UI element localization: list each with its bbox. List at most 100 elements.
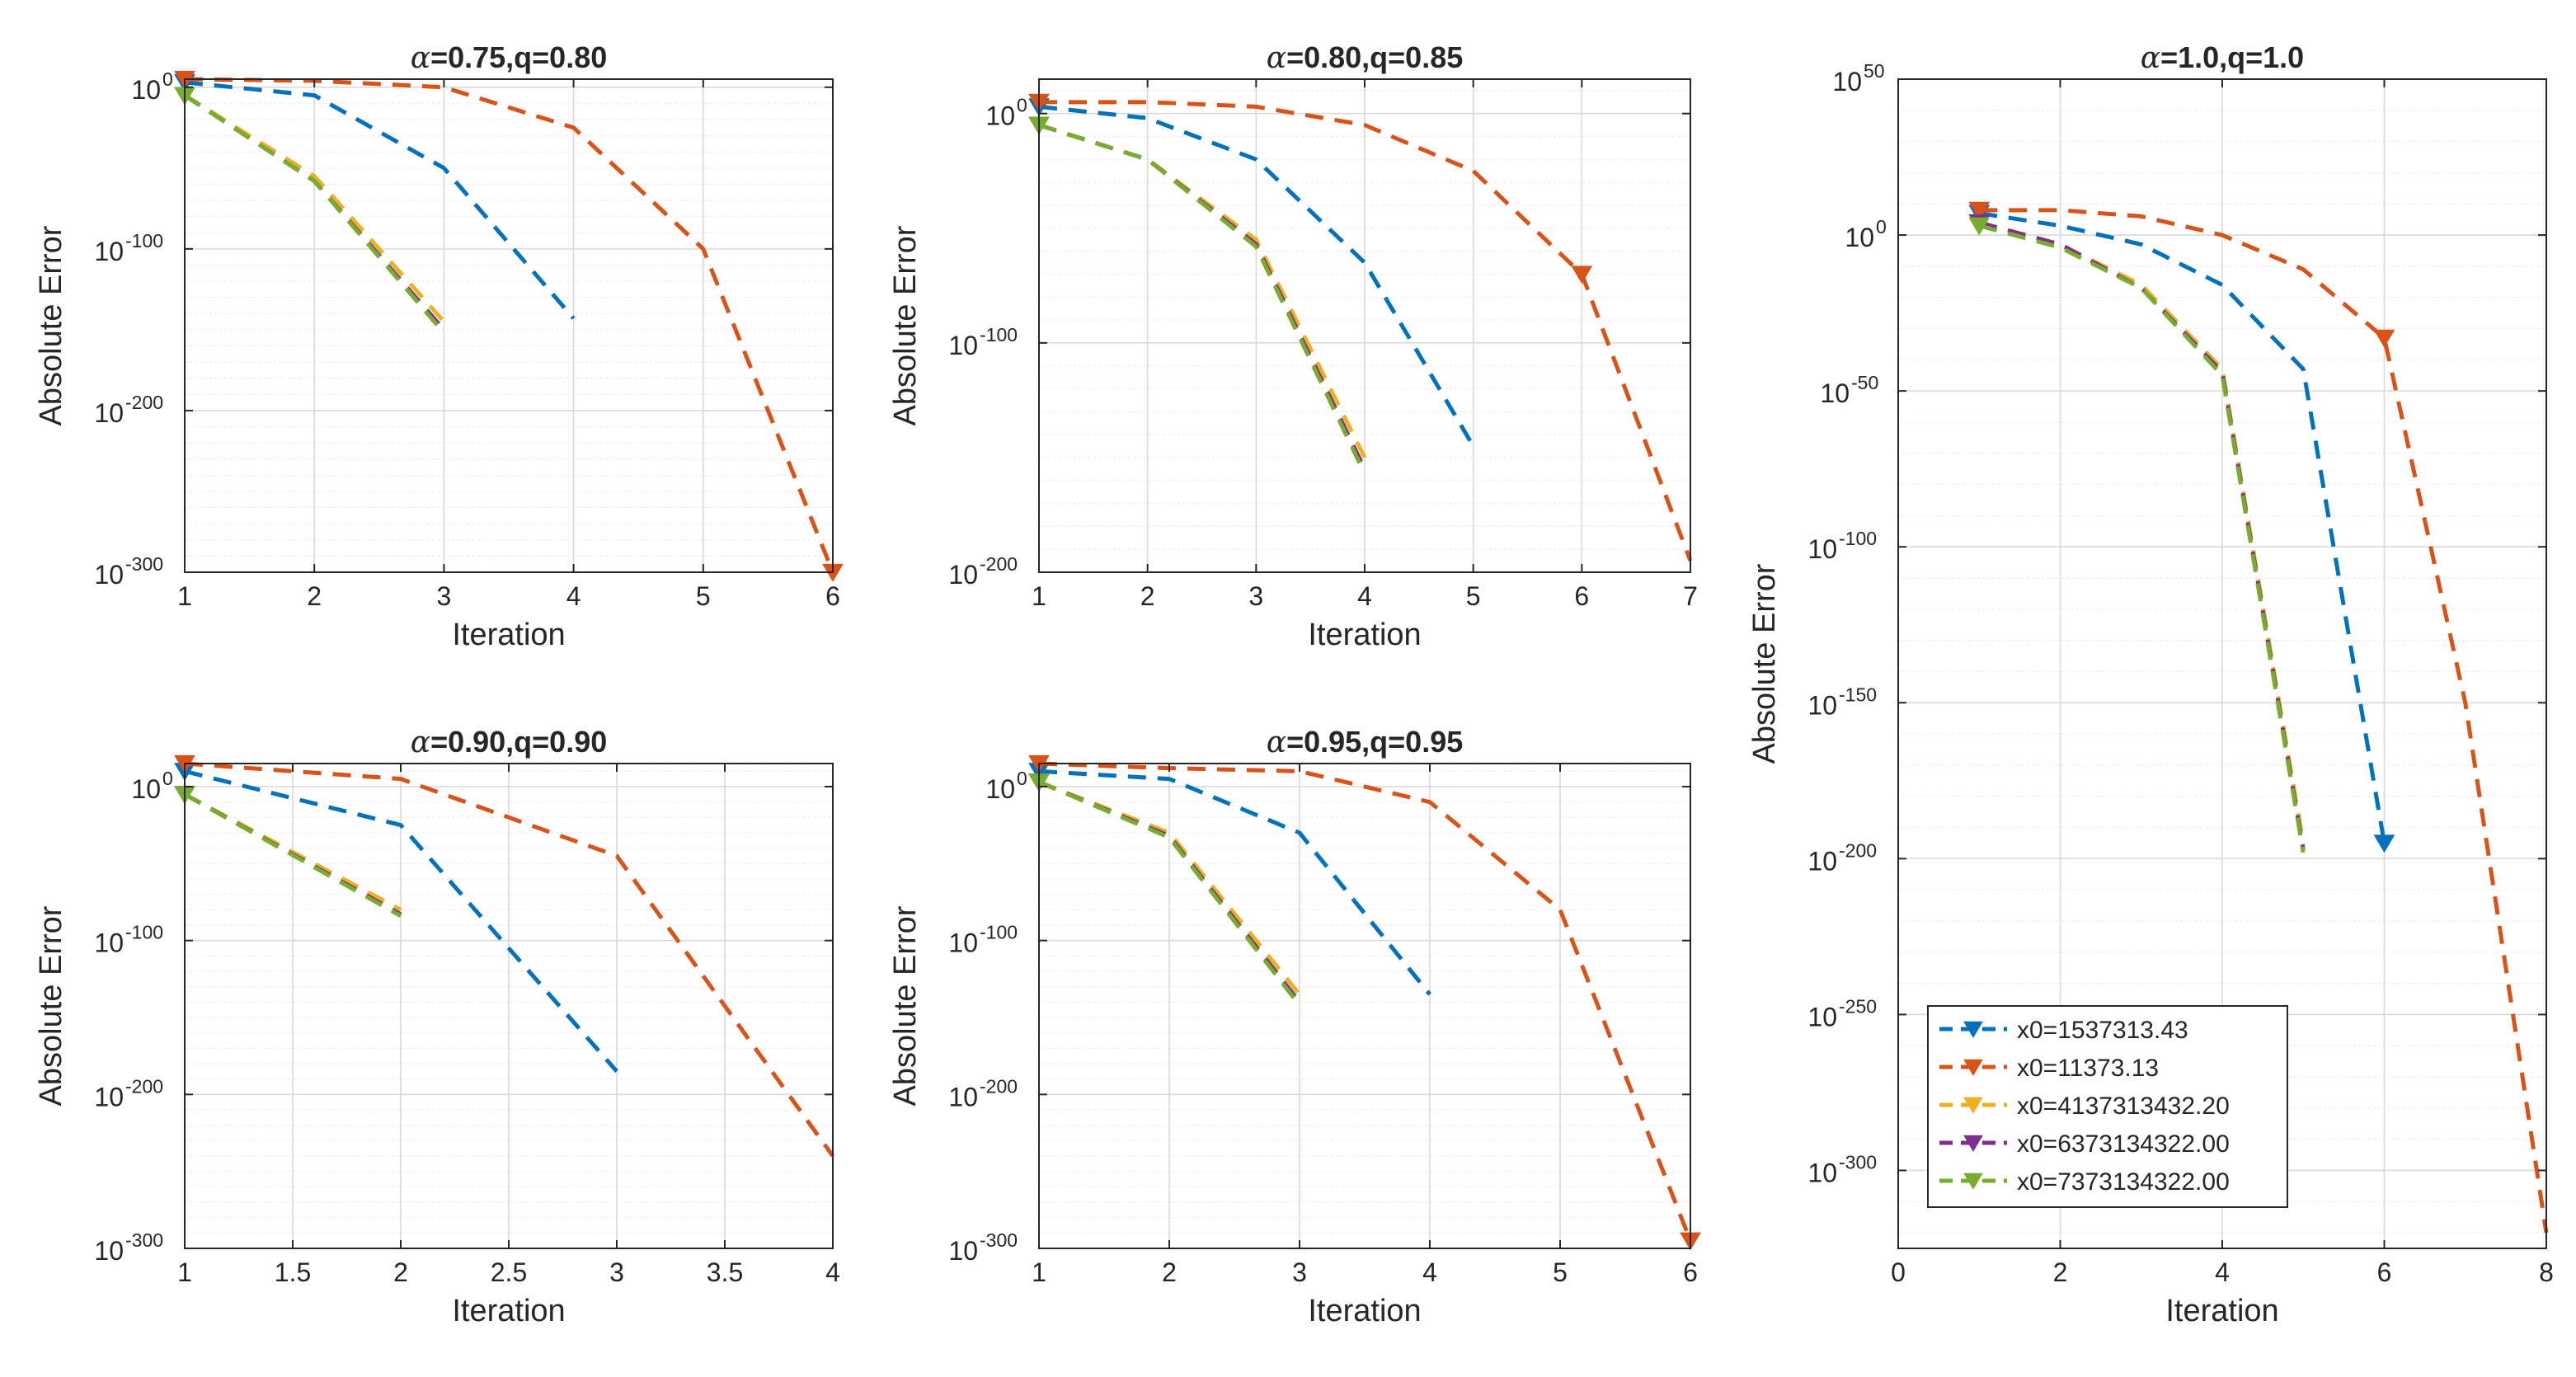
y-tick-exponent: -50 xyxy=(1851,372,1878,393)
y-tick-exponent: -300 xyxy=(125,1229,163,1251)
x-tick-label: 5 xyxy=(696,581,711,611)
y-tick-exponent: 0 xyxy=(162,68,173,90)
x-tick-label: 2.5 xyxy=(491,1257,527,1287)
series-group xyxy=(1968,201,2549,1234)
series-marker-s2 xyxy=(1968,201,1991,220)
series-line-s1 xyxy=(1038,768,1431,996)
x-axis: 0 2 4 6 8 xyxy=(1891,79,2554,1287)
x-tick-label: 3 xyxy=(1292,1257,1307,1287)
y-tick-label: 10 xyxy=(94,1236,124,1266)
y-tick-exponent: 0 xyxy=(162,768,173,789)
series-line-s5 xyxy=(1978,223,2306,853)
chart-title: α=0.80,q=0.85 xyxy=(1267,40,1463,75)
y-tick-exponent: -100 xyxy=(125,922,163,943)
x-tick-label: 5 xyxy=(1466,581,1481,611)
chart-title-alpha: α xyxy=(411,41,430,75)
chart-title-params: =1.0,q=1.0 xyxy=(2160,40,2304,74)
y-tick-exponent: -200 xyxy=(1839,839,1877,861)
legend: x0=1537313.43 x0=11373.13 x0=4137313432.20… xyxy=(1927,1005,2288,1208)
plot-area xyxy=(1039,764,1690,1248)
x-tick-label: 4 xyxy=(1422,1257,1437,1287)
axis-box xyxy=(1038,763,1691,1249)
y-tick-label: 10 xyxy=(1807,534,1837,564)
y-tick-label: 10 xyxy=(1807,1158,1837,1187)
series-line-s1 xyxy=(184,80,576,320)
y-tick-exponent: -200 xyxy=(980,1075,1018,1097)
y-tick-exponent: 50 xyxy=(1864,60,1885,82)
x-tick-label: 1 xyxy=(177,1257,192,1287)
y-tick-exponent: -100 xyxy=(125,230,163,251)
y-tick-exponent: -200 xyxy=(125,1075,163,1097)
y-tick-label: 10 xyxy=(94,237,124,266)
legend-entry-label: x0=6373134322.00 xyxy=(2017,1130,2230,1158)
x-tick-label: 4 xyxy=(1357,581,1372,611)
y-tick-label: 10 xyxy=(948,331,978,360)
chart-title: α=0.95,q=0.95 xyxy=(1267,725,1463,759)
chart-title-alpha: α xyxy=(411,726,430,759)
y-tick-exponent: -200 xyxy=(980,553,1018,575)
x-tick-label: 6 xyxy=(1683,1257,1698,1287)
legend-swatch-marker xyxy=(1963,1173,1983,1190)
series-line-s3 xyxy=(183,93,446,323)
x-tick-label: 3.5 xyxy=(707,1257,743,1287)
x-tick-label: 3 xyxy=(1248,581,1263,611)
chart-title: α=0.90,q=0.90 xyxy=(411,725,607,759)
series-line-s5 xyxy=(1038,123,1367,475)
chart-title: α=0.75,q=0.80 xyxy=(411,40,607,75)
series-line-s5 xyxy=(1038,780,1301,1007)
y-tick-label: 10 xyxy=(131,774,161,804)
y-tick-exponent: -250 xyxy=(1839,995,1877,1017)
y-tick-label: 10 xyxy=(94,560,124,590)
series-line-s2 xyxy=(1038,761,1693,1242)
series-line-s1 xyxy=(1038,104,1475,448)
series-line-s1 xyxy=(184,768,618,1073)
y-tick-label: 10 xyxy=(948,560,978,590)
y-tick-label: 10 xyxy=(985,774,1015,804)
x-axis: 1 2 3 4 5 6 xyxy=(177,79,840,611)
y-tick-label: 10 xyxy=(1845,223,1874,252)
x-axis-label: Iteration xyxy=(452,1294,565,1328)
chart-title: α=1.0,q=1.0 xyxy=(2141,40,2304,75)
x-tick-label: 3 xyxy=(437,581,452,611)
y-tick-label: 10 xyxy=(1832,67,1862,96)
y-tick-label: 10 xyxy=(1807,1002,1837,1032)
y-tick-exponent: -100 xyxy=(980,324,1018,345)
series-line-s1 xyxy=(1978,211,2386,844)
x-tick-label: 6 xyxy=(2377,1257,2392,1287)
chart-title-params: =0.90,q=0.90 xyxy=(430,725,607,759)
y-tick-label: 10 xyxy=(94,928,124,958)
x-tick-label: 6 xyxy=(1574,581,1589,611)
series-line-s2 xyxy=(1979,208,2549,1234)
series-line-s2 xyxy=(184,77,835,573)
x-tick-label: 1 xyxy=(1032,1257,1046,1287)
y-tick-label: 10 xyxy=(131,75,161,105)
x-tick-label: 3 xyxy=(609,1257,624,1287)
axis-box xyxy=(184,78,834,573)
y-axis-label: Absolute Error xyxy=(888,225,923,425)
x-tick-label: 1 xyxy=(1032,581,1046,611)
y-tick-exponent: -150 xyxy=(1839,684,1877,705)
y-axis-label: Absolute Error xyxy=(888,905,923,1106)
x-tick-label: 4 xyxy=(2215,1257,2230,1287)
chart-title-params: =0.75,q=0.80 xyxy=(430,40,607,74)
legend-entry-label: x0=7373134322.00 xyxy=(2017,1168,2230,1196)
x-tick-label: 1.5 xyxy=(275,1257,311,1287)
x-tick-label: 6 xyxy=(825,581,840,611)
y-tick-label: 10 xyxy=(985,101,1015,131)
x-tick-label: 8 xyxy=(2539,1257,2554,1287)
x-tick-label: 4 xyxy=(825,1257,840,1287)
x-axis-label: Iteration xyxy=(452,618,565,652)
series-marker-mid-s2 xyxy=(2373,329,2395,348)
x-tick-label: 1 xyxy=(177,581,192,611)
series-line-s5 xyxy=(183,792,402,918)
legend-swatch-marker xyxy=(1963,1097,1983,1114)
legend-entry-label: x0=4137313432.20 xyxy=(2017,1093,2230,1120)
y-tick-label: 10 xyxy=(948,1236,978,1266)
